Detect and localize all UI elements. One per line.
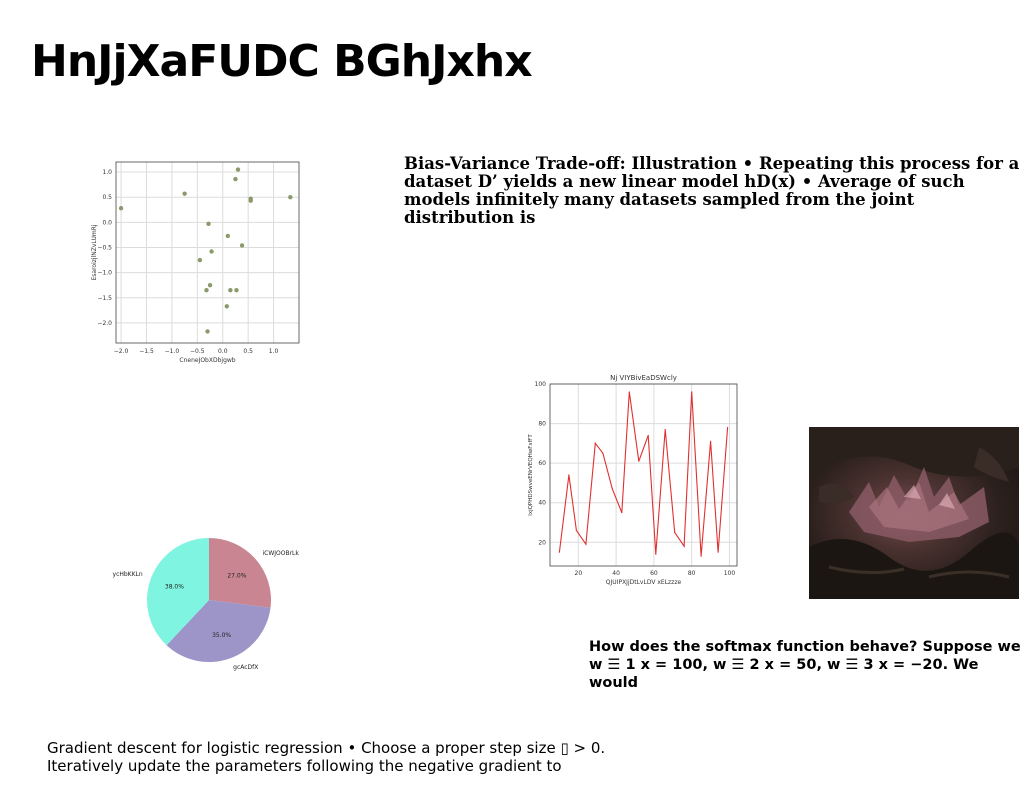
series-line <box>558 391 729 557</box>
rock-crystal-photo <box>809 427 1019 599</box>
line-point <box>585 543 587 545</box>
y-tick-label: 0.0 <box>102 219 112 226</box>
y-tick-label: 80 <box>538 421 546 428</box>
line-point <box>628 391 630 393</box>
pie-slice-label: ycHbKKLn <box>113 571 143 578</box>
pie-slice-label: iCWJOOBrLk <box>262 550 299 557</box>
line-point <box>638 460 640 462</box>
line-point <box>655 553 657 555</box>
slide-title: HnJjXaFUDC BGhJxhx <box>31 36 533 87</box>
line-point <box>647 434 649 437</box>
chart-title: Nj VIYBivEaDSWcly <box>610 374 677 382</box>
y-axis-label: lxjQPHDSwveENrVEQHwFsfFT <box>528 434 534 516</box>
line-chart: Nj VIYBivEaDSWcly 20 40 60 80 100 100 80 60 40 20 Q… <box>528 374 738 586</box>
scatter-point <box>204 288 209 293</box>
scatter-point <box>118 206 124 211</box>
line-point <box>683 545 685 547</box>
line-point <box>602 452 604 454</box>
x-axis-label: QJUIPXJjDtLvLDV xELzzze <box>606 579 682 586</box>
pie-percent-label: 35.0% <box>212 632 231 639</box>
line-point <box>691 391 693 393</box>
scatter-point <box>248 198 253 203</box>
pie-percent-label: 38.0% <box>165 583 184 590</box>
scatter-point <box>288 194 293 200</box>
scatter-point <box>228 288 233 293</box>
x-tick-label: 40 <box>612 570 620 577</box>
scatter-point <box>207 282 213 288</box>
pie-slice <box>209 538 271 608</box>
softmax-text: How does the softmax function behave? Su… <box>589 639 1021 691</box>
pie-slice-label: gcAcDfX <box>233 664 258 671</box>
pie-percent-label: 27.0% <box>227 572 246 579</box>
scatter-point <box>209 249 214 254</box>
gradient-descent-text: Gradient descent for logistic regression… <box>47 739 606 775</box>
pie-slice <box>166 600 271 662</box>
x-tick-label: 20 <box>575 570 583 577</box>
bias-variance-text: Bias-Variance Trade-off: Illustration • … <box>404 154 1020 227</box>
pie-slice <box>147 538 209 646</box>
x-axis-label: CneneJObXDbjgwb <box>179 357 235 364</box>
y-tick-label: 40 <box>538 500 546 507</box>
x-tick-label: 0.5 <box>243 348 253 355</box>
x-tick-label: 0.0 <box>218 348 228 355</box>
rock-crystal-illustration <box>809 427 1019 599</box>
y-tick-label: 60 <box>538 460 546 467</box>
scatter-point <box>206 221 211 227</box>
scatter-chart: −2.0 −1.5 −1.0 −0.5 0.0 0.5 1.0 1.0 0.5 0.0 −0.5 −1… <box>91 161 300 364</box>
line-point <box>726 426 729 429</box>
line-point <box>717 551 719 553</box>
pie-chart: 27.0% iCWJOOBrLk 35.0% gcAcDfX 38.0% ycHbKKLn <box>113 538 299 671</box>
scatter-point <box>225 233 231 239</box>
x-tick-label: −0.5 <box>190 348 205 355</box>
y-tick-label: 0.5 <box>102 194 112 201</box>
scatter-point <box>235 167 241 172</box>
x-tick-label: −2.0 <box>114 348 129 355</box>
x-tick-label: −1.0 <box>165 348 180 355</box>
x-tick-label: 100 <box>724 570 736 577</box>
x-tick-label: 60 <box>650 570 658 577</box>
line-point <box>575 529 578 531</box>
x-tick-label: −1.5 <box>139 348 154 355</box>
line-point <box>700 555 702 557</box>
y-tick-label: 20 <box>538 539 546 546</box>
scatter-point <box>234 288 239 293</box>
x-tick-label: 1.0 <box>269 348 279 355</box>
scatter-point <box>182 191 187 196</box>
y-tick-label: −1.0 <box>97 270 112 277</box>
y-tick-label: −0.5 <box>97 244 112 251</box>
line-point <box>621 511 623 514</box>
plot-frame <box>115 161 300 344</box>
scatter-point <box>205 329 210 334</box>
scatter-point <box>197 257 203 263</box>
line-point <box>568 474 570 476</box>
y-tick-label: 100 <box>535 381 547 388</box>
scatter-point <box>224 304 230 309</box>
line-point <box>709 440 712 442</box>
y-tick-label: 1.0 <box>102 169 112 176</box>
line-point <box>611 488 613 490</box>
scatter-point <box>239 243 245 248</box>
line-point <box>674 531 676 533</box>
y-tick-label: −1.5 <box>97 295 112 302</box>
line-point <box>594 442 596 444</box>
scatter-point <box>233 176 238 182</box>
plot-frame <box>549 383 738 567</box>
line-point <box>558 551 561 553</box>
x-tick-label: 80 <box>688 570 696 577</box>
y-tick-label: −2.0 <box>97 320 112 327</box>
y-axis-label: EsaroizjlNZvLUmRj <box>91 224 98 280</box>
line-point <box>664 428 666 431</box>
